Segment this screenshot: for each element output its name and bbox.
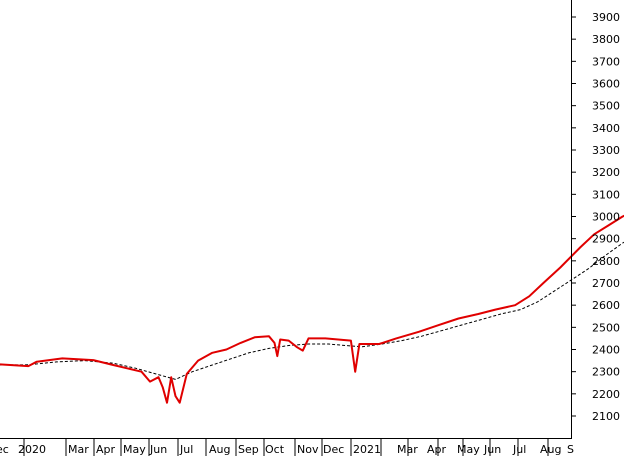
y-tick-label: 3200 bbox=[592, 166, 620, 179]
y-tick-label: 3800 bbox=[592, 33, 620, 46]
y-tick-label: 2800 bbox=[592, 255, 620, 268]
y-tick-label: 3700 bbox=[592, 55, 620, 68]
y-tick-label: 3300 bbox=[592, 144, 620, 157]
x-tick-label: Aug bbox=[540, 443, 561, 456]
x-tick-label: Nov bbox=[297, 443, 319, 456]
x-axis: ec2020MarAprMayJunJulAugSepOctNovDec2021… bbox=[0, 438, 574, 456]
y-axis: 2100 2200 2300 2400 2500 2600 2700 2800 2900 3000… bbox=[571, 11, 620, 423]
x-tick-label: Aug bbox=[209, 443, 230, 456]
y-tick-label: 2300 bbox=[592, 366, 620, 379]
x-tick-label: Jun bbox=[483, 443, 501, 456]
moving-average-line bbox=[0, 241, 624, 380]
y-tick-label: 3900 bbox=[592, 11, 620, 24]
y-tick-label: 3500 bbox=[592, 100, 620, 113]
x-tick-label: S bbox=[567, 443, 574, 456]
x-tick-label: Jul bbox=[512, 443, 526, 456]
x-tick-label: Jul bbox=[179, 443, 193, 456]
y-tick-label: 3400 bbox=[592, 122, 620, 135]
x-tick-label: ec bbox=[0, 443, 9, 456]
y-tick-label: 2600 bbox=[592, 299, 620, 312]
x-tick-label: Dec bbox=[323, 443, 344, 456]
y-tick-label: 2400 bbox=[592, 344, 620, 357]
x-tick-label: Oct bbox=[265, 443, 285, 456]
price-line bbox=[0, 214, 624, 404]
y-tick-label: 2200 bbox=[592, 388, 620, 401]
x-tick-label: Mar bbox=[68, 443, 89, 456]
x-tick-label: Jun bbox=[149, 443, 167, 456]
y-tick-label: 3000 bbox=[592, 211, 620, 224]
y-tick-label: 2700 bbox=[592, 277, 620, 290]
y-tick-label: 2100 bbox=[592, 410, 620, 423]
x-tick-label: May bbox=[457, 443, 480, 456]
y-tick-label: 3600 bbox=[592, 78, 620, 91]
x-tick-label: 2020 bbox=[18, 443, 46, 456]
y-tick-label: 2900 bbox=[592, 233, 620, 246]
y-tick-label: 2500 bbox=[592, 321, 620, 334]
y-tick-label: 3100 bbox=[592, 188, 620, 201]
x-tick-label: Apr bbox=[96, 443, 116, 456]
series-layer bbox=[0, 214, 624, 404]
x-tick-label: 2021 bbox=[353, 443, 381, 456]
x-tick-label: Apr bbox=[427, 443, 447, 456]
x-tick-label: May bbox=[123, 443, 146, 456]
x-tick-label: Sep bbox=[238, 443, 259, 456]
